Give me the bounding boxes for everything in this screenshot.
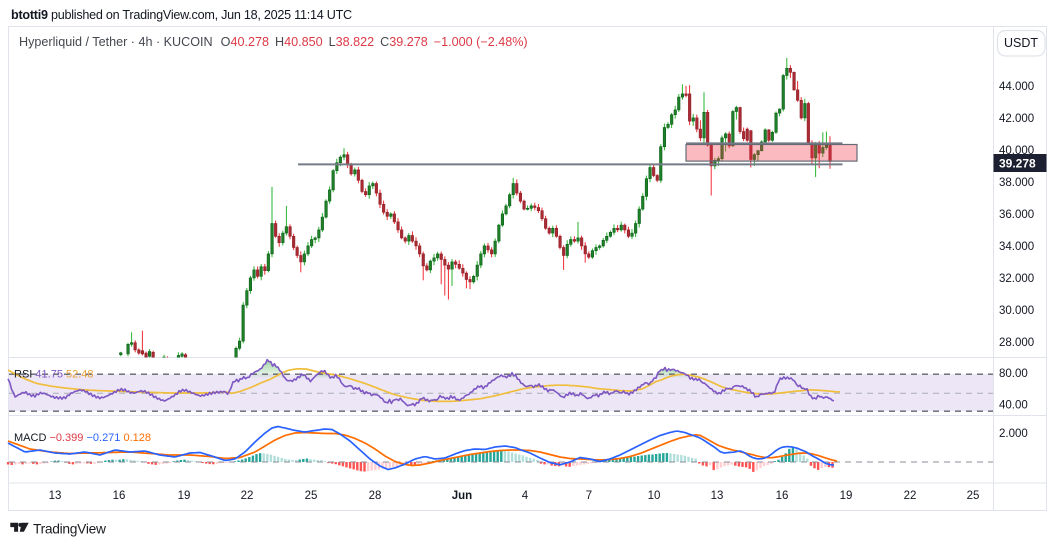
svg-text:44.000: 44.000 bbox=[999, 81, 1034, 93]
svg-text:42.000: 42.000 bbox=[999, 113, 1034, 125]
svg-text:32.000: 32.000 bbox=[999, 273, 1034, 285]
svg-text:34.000: 34.000 bbox=[999, 241, 1034, 253]
svg-text:RSI 41.75 52.48: RSI 41.75 52.48 bbox=[14, 369, 94, 381]
svg-text:22: 22 bbox=[241, 490, 254, 502]
svg-text:80.00: 80.00 bbox=[999, 368, 1028, 380]
svg-text:30.000: 30.000 bbox=[999, 305, 1034, 317]
svg-text:13: 13 bbox=[711, 490, 724, 502]
svg-text:40.00: 40.00 bbox=[999, 400, 1028, 412]
svg-text:36.000: 36.000 bbox=[999, 209, 1034, 221]
svg-text:10: 10 bbox=[648, 490, 661, 502]
svg-text:25: 25 bbox=[967, 490, 980, 502]
svg-text:39.278: 39.278 bbox=[999, 157, 1036, 171]
svg-text:38.000: 38.000 bbox=[999, 177, 1034, 189]
svg-text:19: 19 bbox=[840, 490, 853, 502]
svg-text:13: 13 bbox=[49, 490, 62, 502]
svg-text:22: 22 bbox=[904, 490, 917, 502]
svg-text:USDT: USDT bbox=[1004, 36, 1038, 50]
svg-text:25: 25 bbox=[305, 490, 318, 502]
svg-text:28.000: 28.000 bbox=[999, 337, 1034, 349]
svg-text:4: 4 bbox=[522, 490, 529, 502]
svg-text:MACD −0.399 −0.271 0.128: MACD −0.399 −0.271 0.128 bbox=[14, 432, 151, 444]
svg-text:2.000: 2.000 bbox=[999, 428, 1028, 440]
svg-text:19: 19 bbox=[178, 490, 191, 502]
svg-text:TradingView: TradingView bbox=[33, 522, 106, 537]
svg-text:7: 7 bbox=[586, 490, 592, 502]
svg-text:Jun: Jun bbox=[452, 490, 472, 502]
svg-text:16: 16 bbox=[776, 490, 789, 502]
svg-text:28: 28 bbox=[369, 490, 382, 502]
svg-text:btotti9 published on TradingVi: btotti9 published on TradingView.com, Ju… bbox=[11, 8, 352, 22]
svg-text:16: 16 bbox=[113, 490, 126, 502]
